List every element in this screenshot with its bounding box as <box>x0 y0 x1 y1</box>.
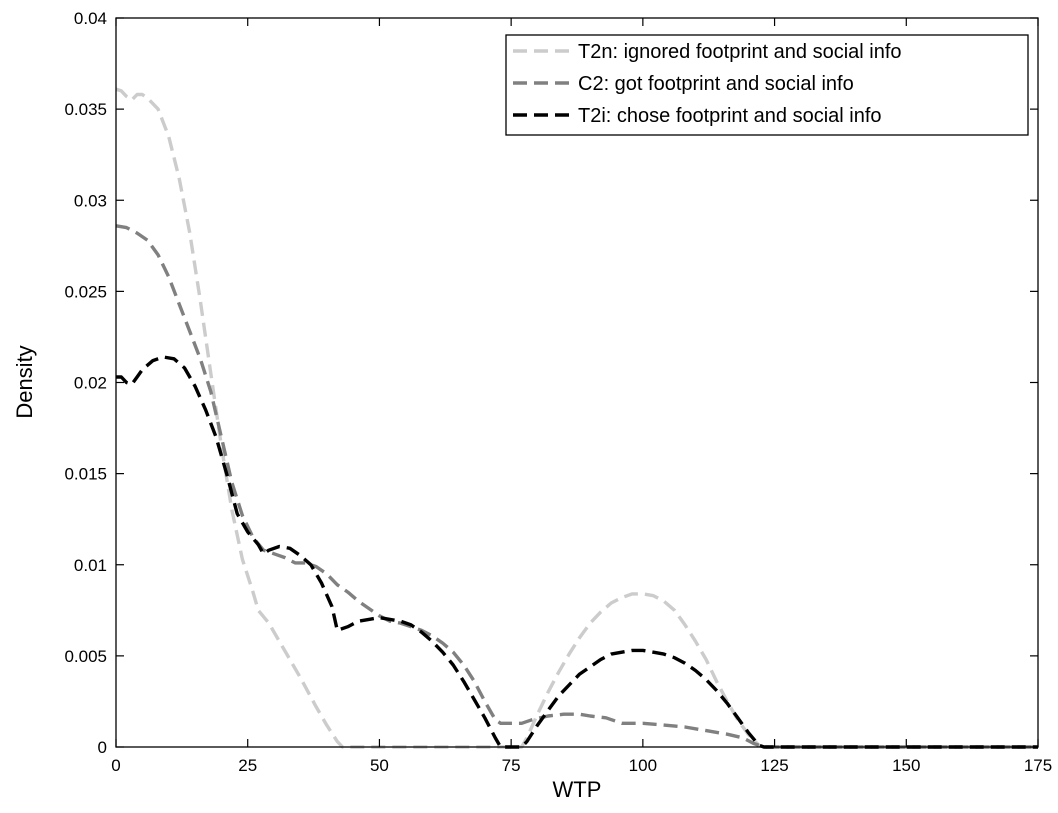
legend-label: T2i: chose footprint and social info <box>578 105 882 127</box>
series-line-2 <box>115 224 1038 749</box>
y-tick-label: 0.035 <box>64 100 107 119</box>
y-tick-label: 0 <box>98 738 107 757</box>
y-tick-label: 0.015 <box>64 465 107 484</box>
legend-label: C2: got footprint and social info <box>578 73 854 95</box>
x-tick-label: 100 <box>629 756 657 775</box>
x-axis-title: WTP <box>553 777 602 802</box>
x-tick-label: 75 <box>502 756 521 775</box>
x-tick-label: 0 <box>111 756 120 775</box>
x-tick-label: 150 <box>892 756 920 775</box>
x-tick-label: 125 <box>760 756 788 775</box>
y-tick-label: 0.04 <box>74 9 107 28</box>
legend-label: T2n: ignored footprint and social info <box>578 41 902 63</box>
series-layer <box>115 87 1038 749</box>
x-tick-label: 50 <box>370 756 389 775</box>
legend: T2n: ignored footprint and social info C2… <box>505 34 1029 136</box>
legend-box <box>505 34 1029 136</box>
x-tick-label: 175 <box>1024 756 1052 775</box>
y-tick-label: 0.025 <box>64 282 107 301</box>
y-axis-title: Density <box>12 345 37 418</box>
y-tick-label: 0.02 <box>74 374 107 393</box>
y-tick-label: 0.03 <box>74 191 107 210</box>
y-tick-label: 0.005 <box>64 647 107 666</box>
x-tick-label: 25 <box>238 756 257 775</box>
series-line-1 <box>115 87 1038 749</box>
y-tick-label: 0.01 <box>74 556 107 575</box>
ticks-layer: 0 25 50 75 100 125 150 175 0 0.005 0.01 0.015 0.02 0.… <box>64 9 1052 775</box>
series-line-3 <box>116 355 1038 749</box>
